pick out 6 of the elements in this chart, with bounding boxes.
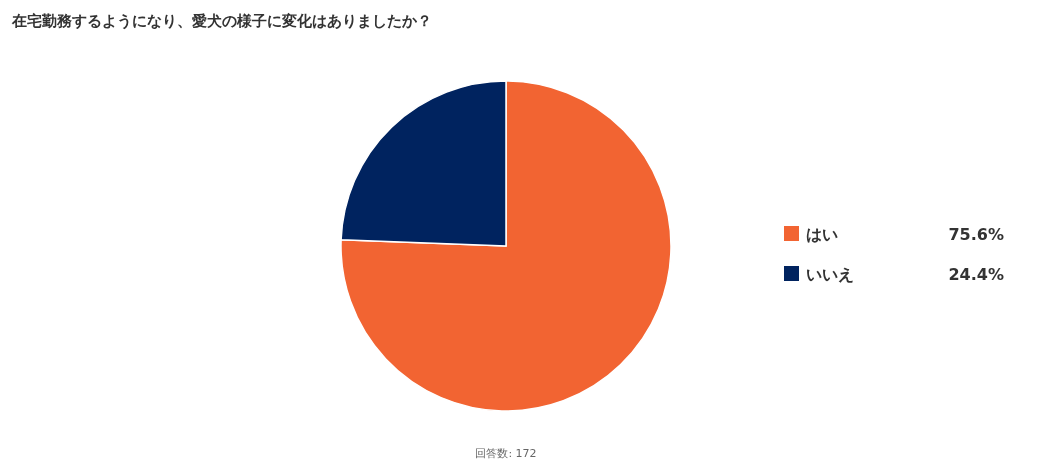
legend-label: はい	[806, 225, 838, 244]
chart-title: 在宅勤務するようになり、愛犬の様子に変化はありましたか？	[11, 12, 432, 30]
text: 回答数: 172	[475, 447, 537, 460]
legend-label: いいえ	[806, 265, 854, 284]
data-label: 24.4%	[948, 265, 1004, 284]
data-label: 75.6%	[948, 225, 1004, 244]
